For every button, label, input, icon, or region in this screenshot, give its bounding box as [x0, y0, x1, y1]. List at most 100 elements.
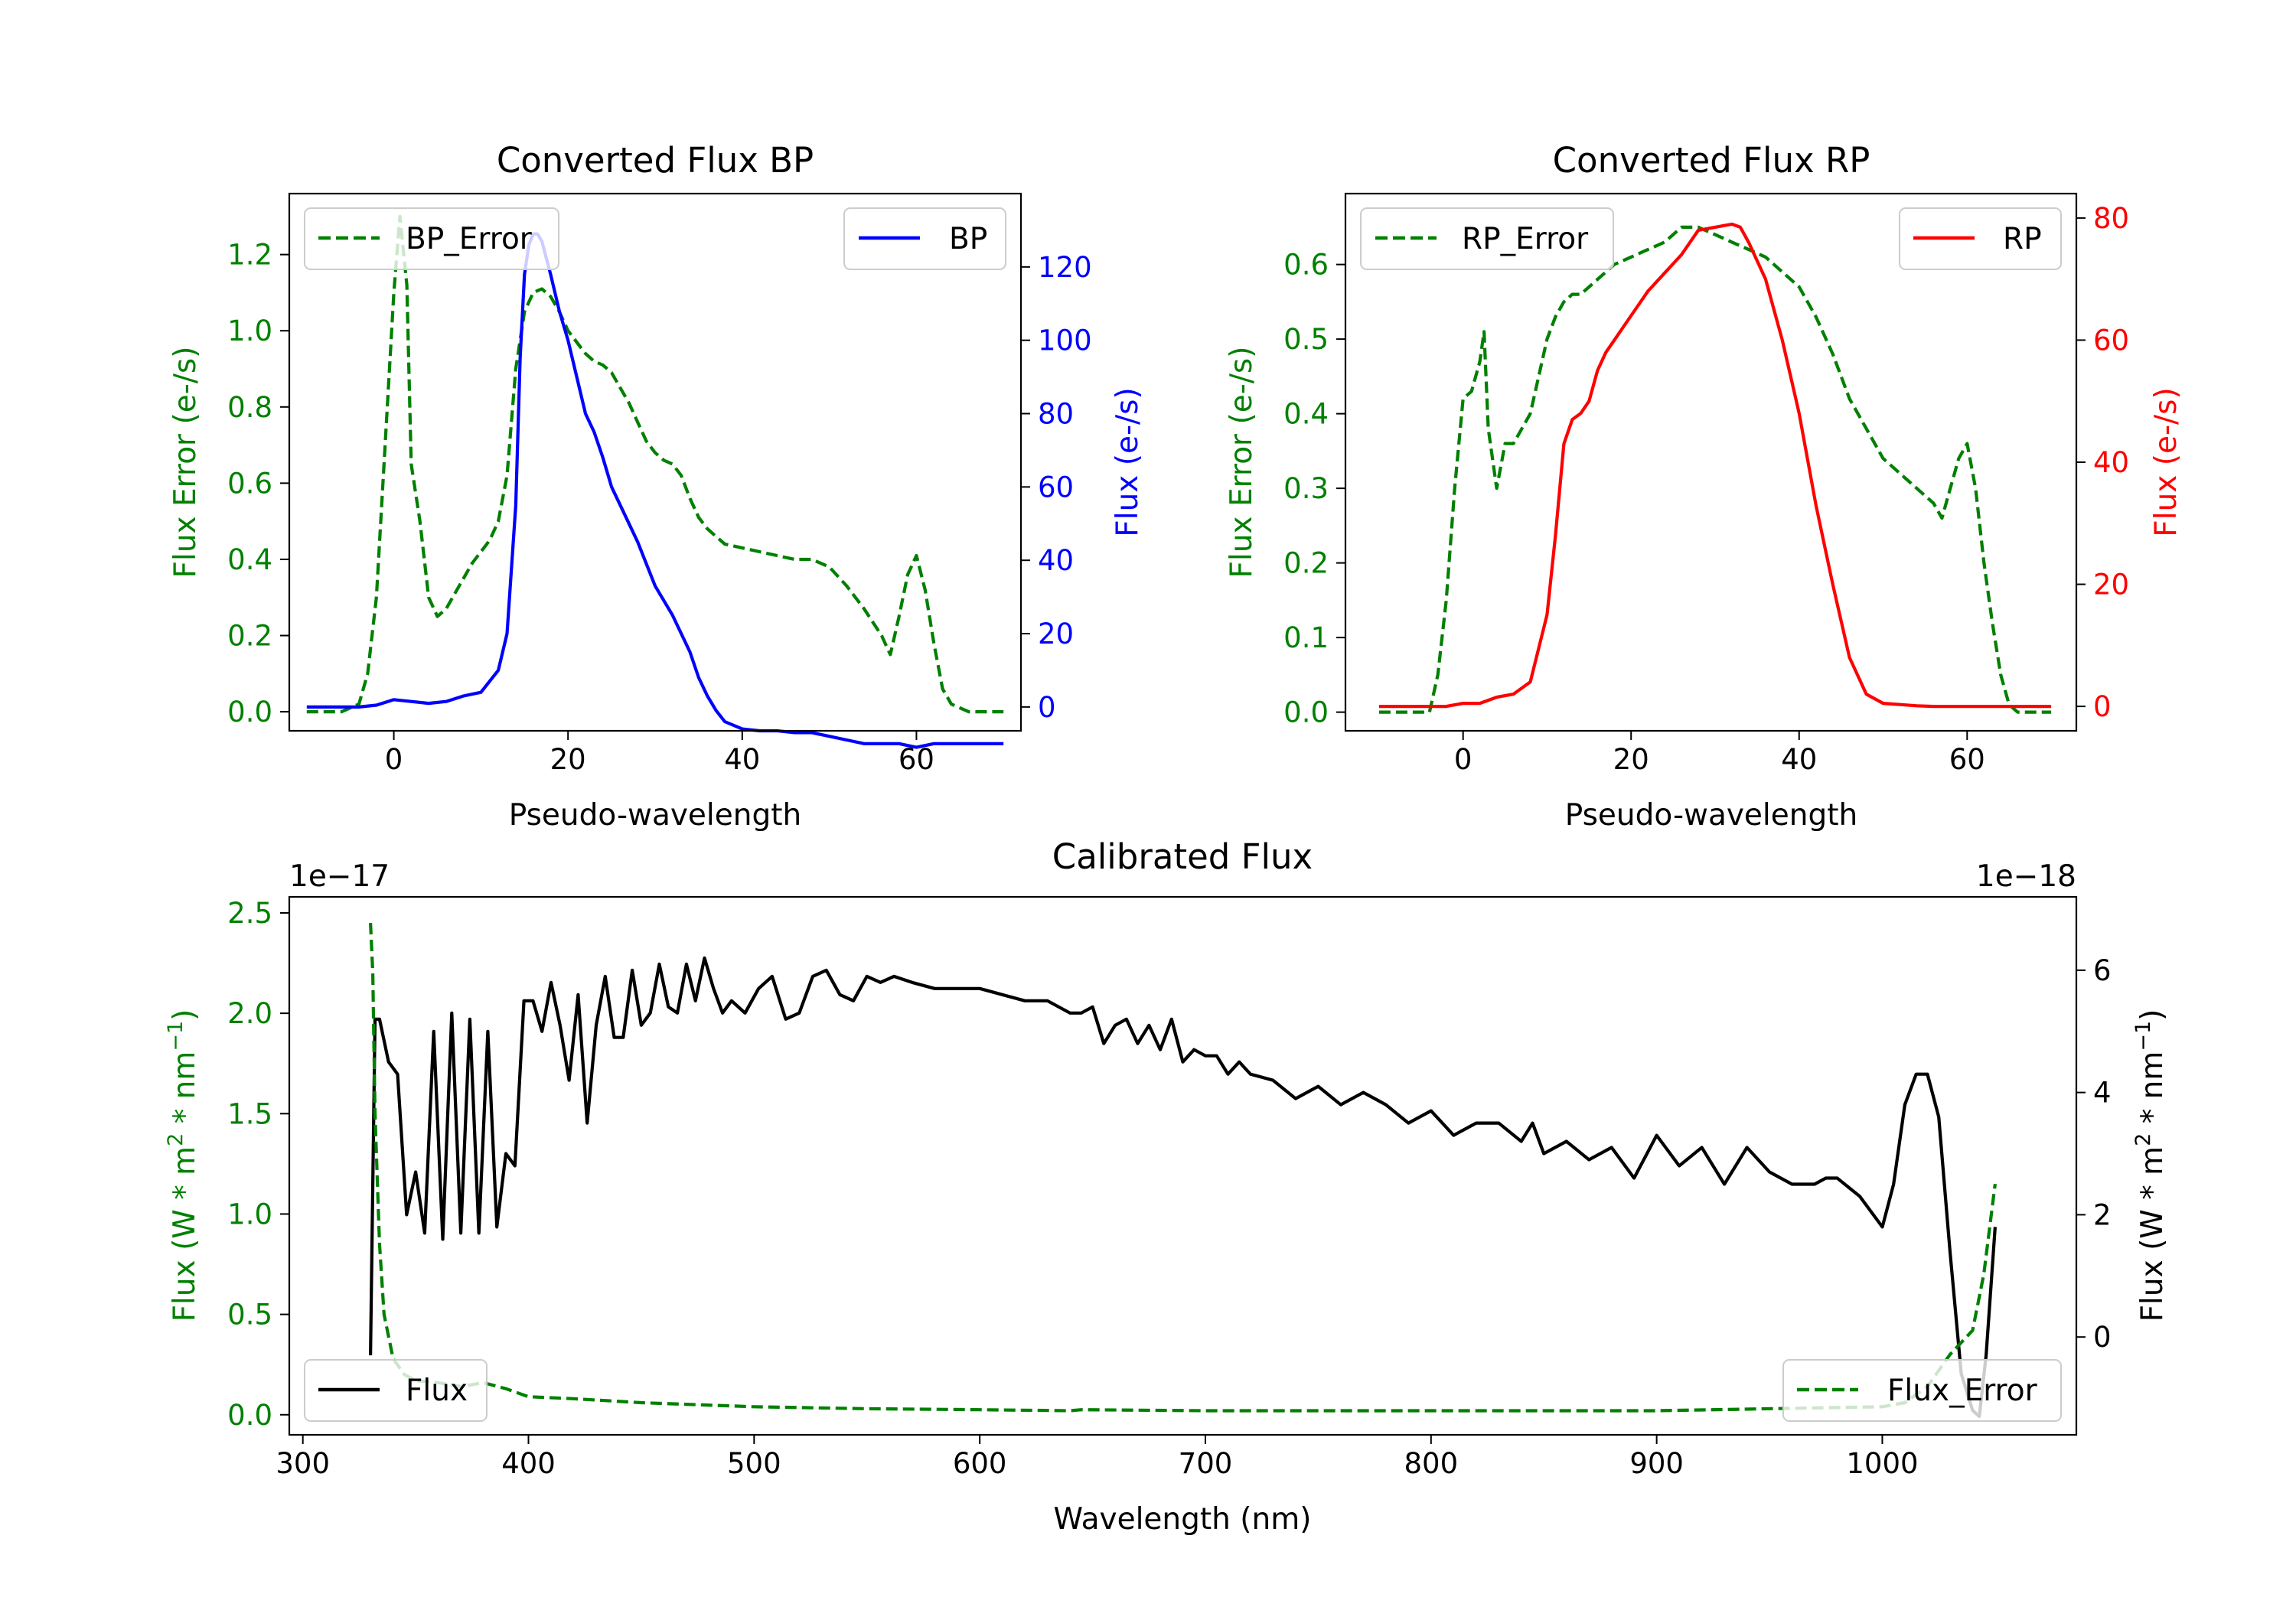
- panel-calibrated-title: Calibrated Flux: [1052, 836, 1313, 877]
- series-line-flux: [369, 956, 1997, 1419]
- y-left-tick-label: 0.8: [227, 391, 272, 424]
- legend-box: [304, 1359, 488, 1422]
- y-right-tick-label: 4: [2093, 1077, 2112, 1110]
- legend-label-rp-error: RP_Error: [1462, 222, 1589, 256]
- series-line-bp-error: [306, 214, 1004, 714]
- x-tick-label: 500: [727, 1447, 781, 1480]
- y-left-tick-label: 1.5: [227, 1097, 272, 1130]
- x-tick-label: 0: [1454, 743, 1473, 776]
- panel-rp-legend-error: RP_Error: [1360, 207, 1614, 270]
- y-right-tick-label: 0: [2093, 690, 2112, 723]
- y-left-tick-label: 0.3: [1283, 472, 1329, 505]
- series-line-rp: [1378, 222, 2052, 709]
- y-right-tick-label: 40: [2093, 446, 2129, 479]
- series-line-bp: [306, 232, 1004, 749]
- legend-box: [1899, 207, 2062, 270]
- y-left-tick-label: 1.2: [227, 239, 272, 272]
- legend-label-rp: RP: [2003, 222, 2042, 256]
- panel-calibrated-offset-right: 1e−18: [1976, 859, 2076, 894]
- x-tick-label: 300: [276, 1447, 330, 1480]
- legend-label-flux-error: Flux_Error: [1887, 1374, 2038, 1408]
- x-tick-label: 20: [1613, 743, 1649, 776]
- series-line-rp-error: [1378, 225, 2052, 714]
- legend-box: [304, 207, 559, 270]
- panel-rp-title: Converted Flux RP: [1553, 140, 1870, 181]
- y-left-tick-label: 0.0: [227, 696, 272, 729]
- y-right-tick-label: 40: [1038, 544, 1074, 577]
- panel-rp-ylabel-left: Flux Error (e-/s): [1225, 347, 1259, 579]
- y-right-tick-label: 120: [1038, 251, 1092, 284]
- legend-label-bp-error: BP_Error: [406, 222, 533, 256]
- x-tick-label: 0: [385, 743, 403, 776]
- panel-calibrated-series: [369, 923, 1997, 1419]
- panel-bp-legend-error: BP_Error: [304, 207, 559, 270]
- x-tick-label: 20: [550, 743, 586, 776]
- panel-bp-xlabel: Pseudo-wavelength: [509, 798, 801, 833]
- y-left-tick-label: 0.5: [227, 1299, 272, 1332]
- panel-calibrated-frame: [288, 895, 2078, 1436]
- legend-box: [1360, 207, 1614, 270]
- y-left-tick-label: 2.0: [227, 997, 272, 1030]
- panel-rp-ticks: 0 20 40 60 0.0 0.1 0.2 0.3 0.4 0.5 0.6 0 20 40 60 80: [1283, 202, 2129, 776]
- x-tick-label: 60: [899, 743, 934, 776]
- y-left-tick-label: 0.6: [227, 467, 272, 500]
- panel-calibrated-ticks: 300 400 500 600 700 800 900 1000 0.0 0.5 1.0 1.5 2.0…: [227, 897, 2111, 1480]
- y-right-tick-label: 80: [2093, 202, 2129, 235]
- panel-rp: Converted Flux RP 0 20 40 60 0.0 0.1 0.2 0.3 0.4…: [1225, 140, 2183, 833]
- panel-rp-series: [1378, 222, 2052, 714]
- panel-calibrated-legend-flux: Flux: [304, 1359, 488, 1422]
- panel-calibrated: Calibrated Flux 1e−17 1e−18 300 400 500 600…: [164, 836, 2170, 1537]
- y-right-tick-label: 100: [1038, 324, 1092, 357]
- panel-rp-ylabel-right: Flux (e-/s): [2149, 387, 2183, 536]
- y-left-tick-label: 0.5: [1283, 323, 1329, 356]
- y-right-tick-label: 0: [2093, 1321, 2112, 1354]
- y-left-tick-label: 0.4: [227, 543, 272, 576]
- x-tick-label: 40: [724, 743, 760, 776]
- x-tick-label: 700: [1179, 1447, 1233, 1480]
- panel-calibrated-ylabel-left: Flux (W * m2 * nm−1): [164, 1009, 202, 1322]
- legend-box: [1782, 1359, 2062, 1422]
- y-right-tick-label: 20: [2093, 569, 2129, 601]
- x-tick-label: 800: [1404, 1447, 1458, 1480]
- x-tick-label: 600: [953, 1447, 1007, 1480]
- y-left-tick-label: 0.1: [1283, 621, 1329, 654]
- legend-label-flux: Flux: [406, 1374, 468, 1408]
- y-left-tick-label: 0.6: [1283, 249, 1329, 282]
- y-left-tick-label: 0.0: [1283, 696, 1329, 729]
- panel-bp-ylabel-right: Flux (e-/s): [1110, 387, 1145, 536]
- y-right-tick-label: 2: [2093, 1198, 2112, 1231]
- panel-calibrated-offset-left: 1e−17: [289, 859, 390, 894]
- panel-calibrated-ylabel-right: Flux (W * m2 * nm−1): [2131, 1009, 2170, 1322]
- y-right-tick-label: 0: [1038, 691, 1056, 724]
- panel-bp-ticks: 0 20 40 60 0.0 0.2 0.4 0.6 0.8 1.0 1.2 0 20 40 60 80 100…: [227, 239, 1091, 776]
- panel-rp-legend-flux: RP: [1899, 207, 2062, 270]
- panel-calibrated-legend-error: Flux_Error: [1782, 1359, 2062, 1422]
- y-left-tick-label: 2.5: [227, 897, 272, 930]
- series-line-flux-error: [369, 923, 1997, 1413]
- y-left-tick-label: 0.4: [1283, 398, 1329, 431]
- legend-box: [843, 207, 1006, 270]
- y-left-tick-label: 1.0: [227, 315, 272, 347]
- y-right-tick-label: 6: [2093, 954, 2112, 987]
- x-tick-label: 60: [1949, 743, 1985, 776]
- panel-bp-series: [306, 214, 1004, 749]
- panel-bp-ylabel-left: Flux Error (e-/s): [168, 347, 203, 579]
- y-right-tick-label: 60: [1038, 471, 1074, 504]
- panel-calibrated-xlabel: Wavelength (nm): [1054, 1502, 1312, 1537]
- y-left-tick-label: 0.2: [1283, 547, 1329, 580]
- y-left-tick-label: 1.0: [227, 1198, 272, 1231]
- x-tick-label: 400: [501, 1447, 556, 1480]
- y-right-tick-label: 20: [1038, 618, 1074, 650]
- panel-bp-title: Converted Flux BP: [497, 140, 814, 181]
- x-tick-label: 1000: [1846, 1447, 1918, 1480]
- y-right-tick-label: 60: [2093, 324, 2129, 357]
- panel-bp: Converted Flux BP 0 20 40 60 0.0 0.2 0.4 0.6 0.8…: [168, 140, 1145, 833]
- y-right-tick-label: 80: [1038, 398, 1074, 431]
- legend-label-bp: BP: [949, 222, 987, 256]
- panel-rp-xlabel: Pseudo-wavelength: [1565, 798, 1857, 833]
- x-tick-label: 900: [1629, 1447, 1684, 1480]
- y-left-tick-label: 0.2: [227, 620, 272, 653]
- y-left-tick-label: 0.0: [227, 1399, 272, 1432]
- x-tick-label: 40: [1781, 743, 1817, 776]
